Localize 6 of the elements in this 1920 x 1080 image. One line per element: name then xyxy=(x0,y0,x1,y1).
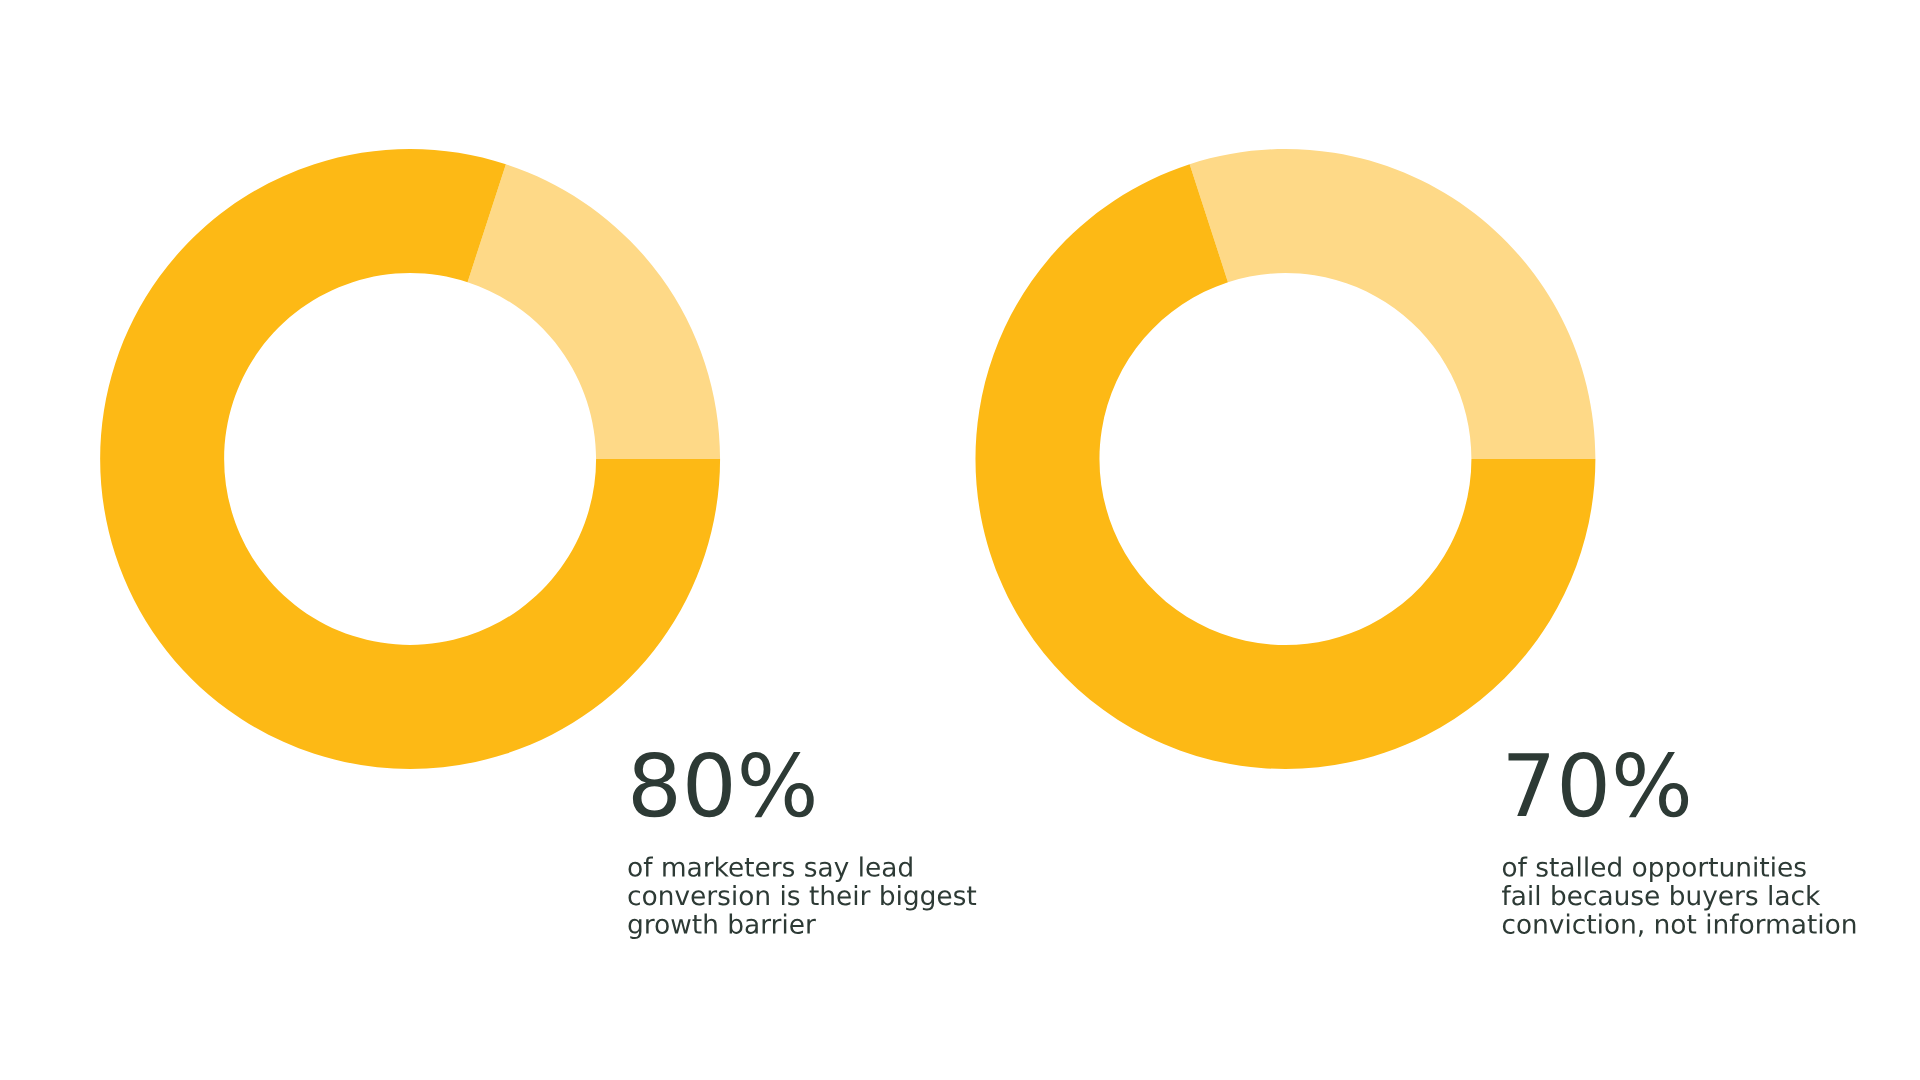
donut-slice xyxy=(1189,149,1596,459)
donut-slice xyxy=(467,164,721,459)
text: of marketers say lead conversion is their biggest growth barrier xyxy=(628,856,977,940)
text: 70% xyxy=(1508,752,1689,818)
text: of stalled opportunities fail because buyers lack conviction, not information xyxy=(1502,856,1856,937)
text: 80% xyxy=(632,752,814,818)
